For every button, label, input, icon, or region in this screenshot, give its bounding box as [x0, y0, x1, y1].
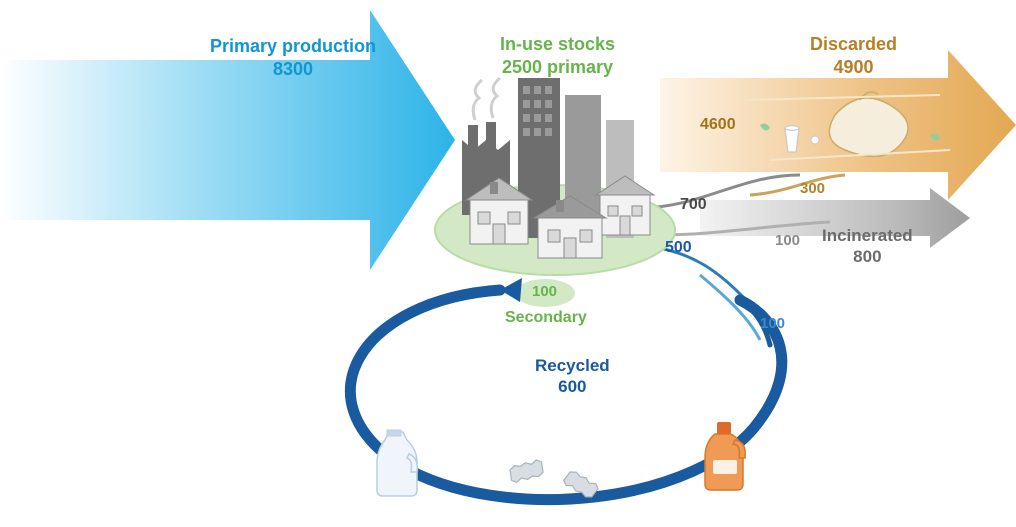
label-500: 500	[665, 238, 692, 258]
incinerated-label: Incinerated 800	[822, 225, 913, 268]
primary-label: Primary production 8300	[210, 35, 376, 80]
discarded-title: Discarded	[810, 33, 897, 56]
label-100-gray: 100	[775, 232, 800, 251]
discarded-inner: 4600	[700, 115, 736, 135]
inuse-title: In-use stocks	[500, 33, 615, 56]
primary-title: Primary production	[210, 35, 376, 58]
secondary-badge-value: 100	[532, 283, 557, 302]
recycled-items	[377, 422, 745, 500]
inuse-label: In-use stocks 2500 primary	[500, 33, 615, 78]
label-100-blue: 100	[760, 315, 785, 334]
city-buildings	[462, 78, 654, 258]
inuse-subtitle: 2500 primary	[500, 56, 615, 79]
label-700: 700	[680, 195, 707, 215]
recycled-label: Recycled 600	[535, 355, 610, 398]
incinerated-title: Incinerated	[822, 225, 913, 246]
secondary-label: Secondary	[505, 308, 587, 328]
incinerated-value: 800	[822, 246, 913, 267]
discarded-value: 4900	[810, 56, 897, 79]
label-300: 300	[800, 180, 825, 199]
discarded-label: Discarded 4900	[810, 33, 897, 78]
primary-value: 8300	[210, 58, 376, 81]
recycled-title: Recycled	[535, 355, 610, 376]
recycled-value: 600	[535, 376, 610, 397]
